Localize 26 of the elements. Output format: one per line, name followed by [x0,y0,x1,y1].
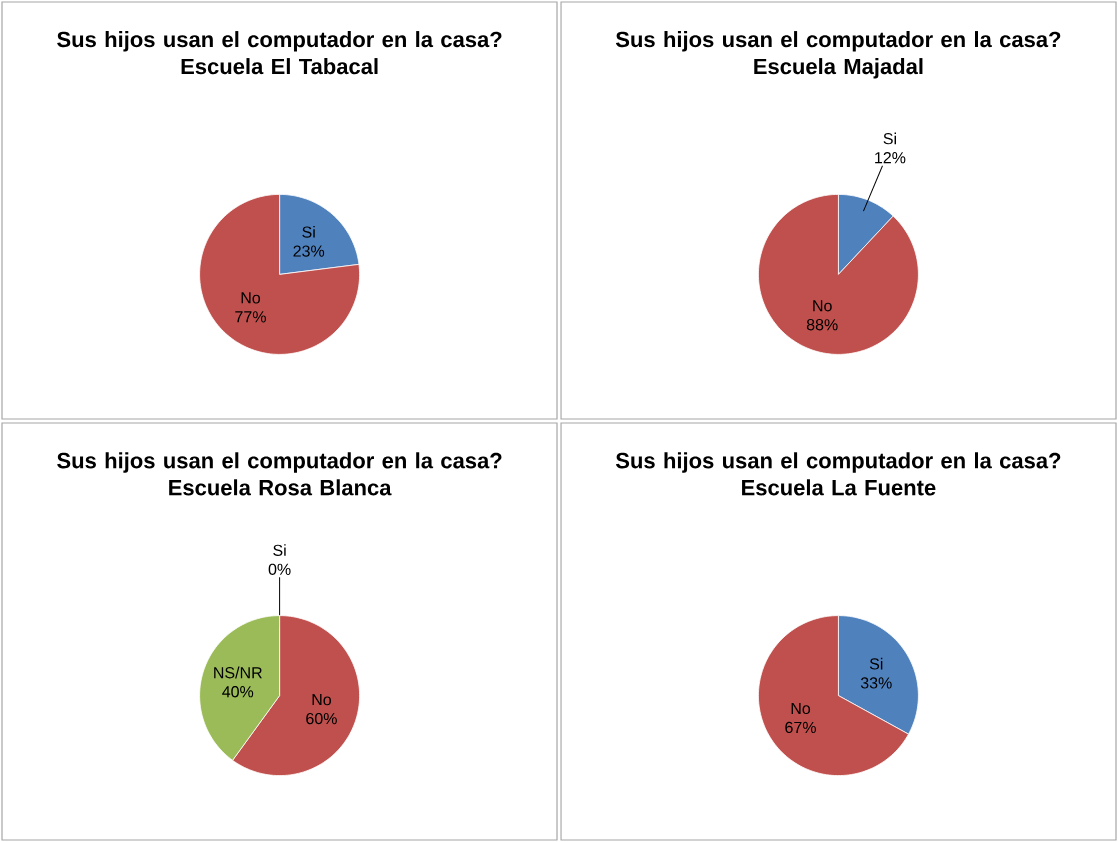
data-label: 40% [222,686,254,698]
slice-label: No [791,702,811,715]
slice-label: NS/NR [214,666,262,679]
slice-label: Si [302,226,315,238]
chart-subtitle: Escuela El Tabacal [181,58,378,75]
chart-title: Sus hijos usan el computador en la casa? [615,452,1061,473]
chart-subtitle: Escuela Majadal [754,58,923,79]
slice-label: Si [869,657,883,670]
chart-subtitle: Escuela Rosa Blanca [169,479,392,496]
slice-label: Si [883,132,896,145]
category-label: Si [273,544,286,556]
slice-label: No [241,292,261,304]
chart-title: Sus hijos usan el computador en la casa? [615,31,1061,52]
data-label: 67% [785,721,816,734]
data-label: 12% [875,152,906,164]
data-label: 23% [293,245,325,257]
data-label: 60% [306,712,337,725]
chart-title: Sus hijos usan el computador en la casa? [57,452,502,473]
slice-label: No [813,300,832,312]
chart-title: Sus hijos usan el computador en la casa? [57,31,502,52]
slice-label: No [312,694,331,706]
chart-subtitle: Escuela La Fuente [742,479,936,496]
text: 0% [268,563,291,575]
data-label: 77% [235,311,266,323]
data-label: 33% [860,677,892,689]
data-label: 88% [806,319,838,331]
